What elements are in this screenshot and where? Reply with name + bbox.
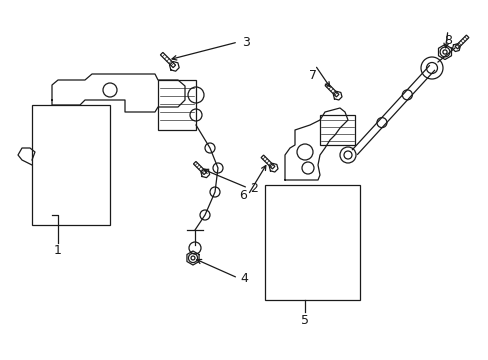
Text: 7: 7 [308,68,316,81]
Text: 3: 3 [242,36,249,49]
Text: 8: 8 [443,33,451,46]
Text: 6: 6 [239,189,246,202]
Bar [319,115,354,145]
Bar [264,185,359,300]
Bar [32,105,110,225]
Text: 1: 1 [54,244,62,257]
Text: 4: 4 [240,271,247,284]
Bar [158,80,196,130]
Text: 5: 5 [301,314,308,327]
Text: 2: 2 [249,181,257,194]
